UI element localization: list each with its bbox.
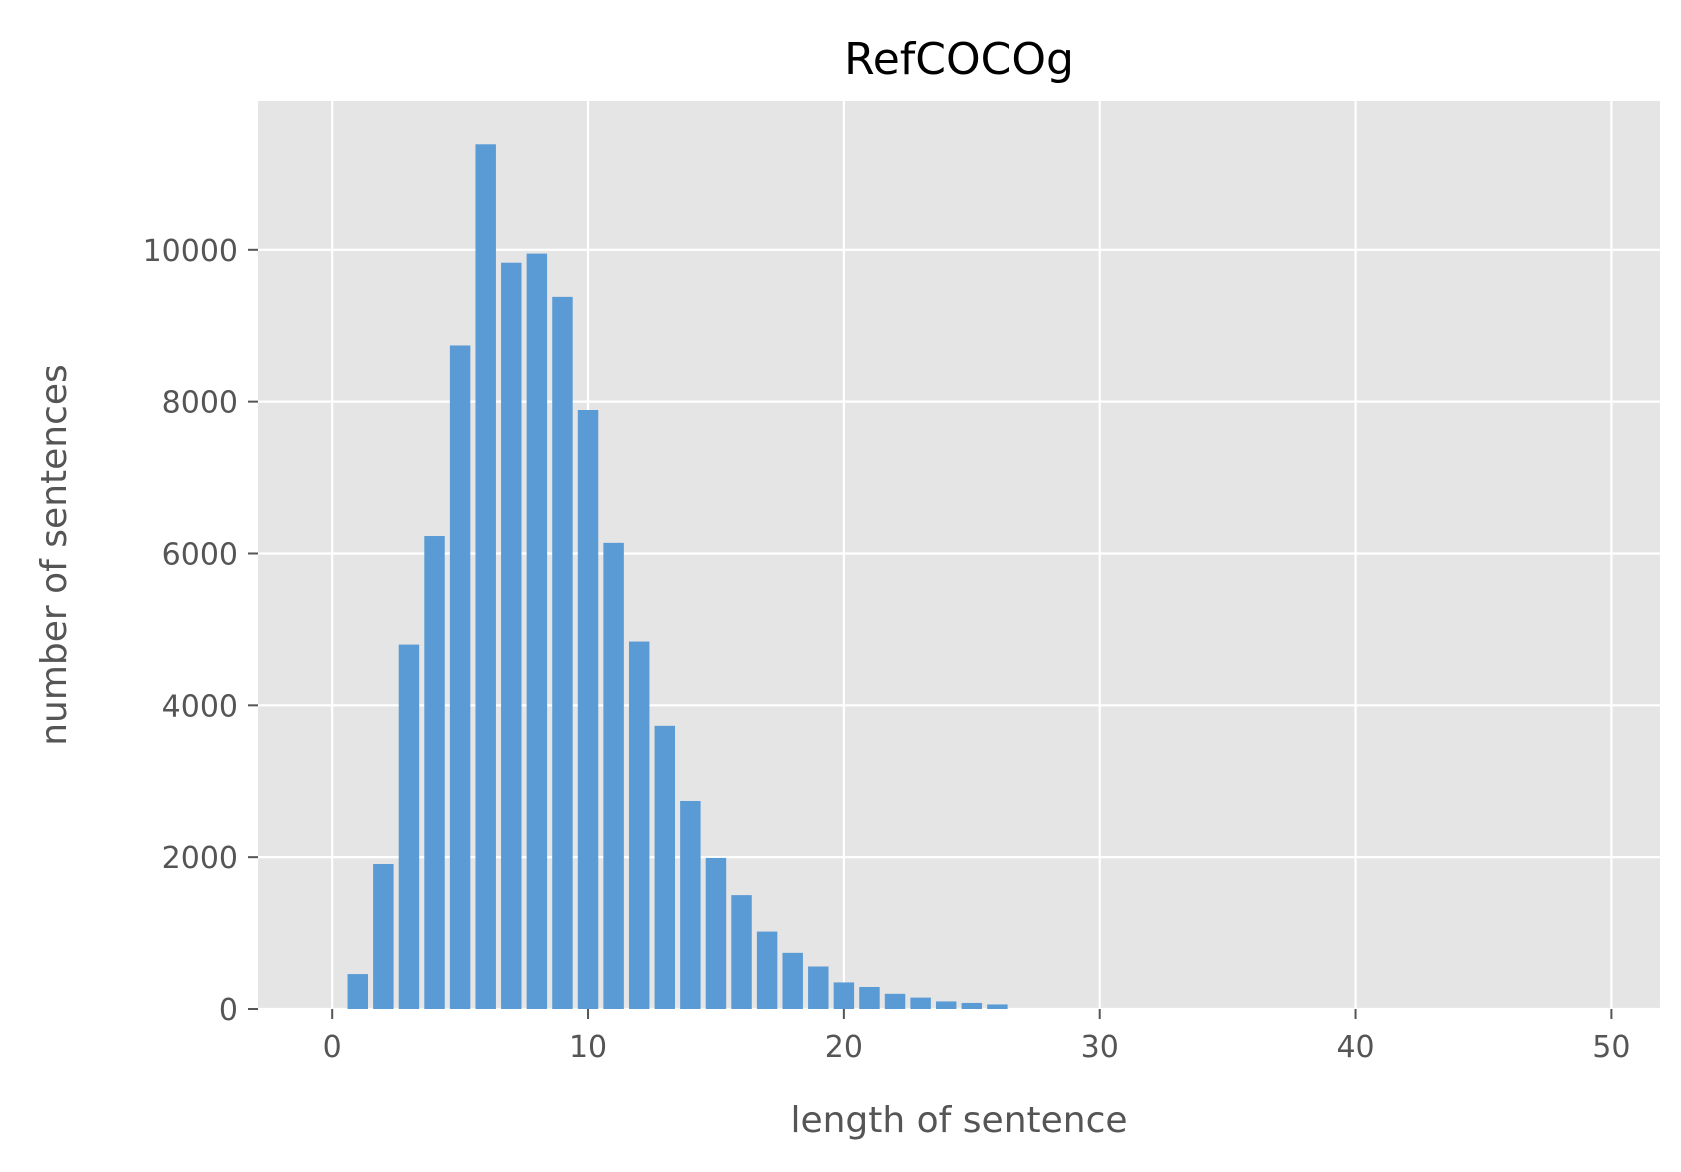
bar-15 [705,857,727,1009]
y-tick-label: 8000 [162,386,238,421]
y-tick-label: 6000 [162,537,238,572]
y-tick-label: 2000 [162,841,238,876]
x-tick-label: 10 [569,1030,607,1065]
bar-16 [731,895,752,1009]
bars [347,144,1008,1010]
bar-10 [577,409,599,1010]
bar-19 [808,966,829,1009]
bar-5 [449,345,471,1009]
bar-24 [935,1001,957,1009]
bar-9 [552,296,573,1009]
bar-21 [859,986,880,1009]
x-tick-label: 50 [1592,1030,1630,1065]
bar-6 [475,144,496,1010]
bar-26 [987,1004,1008,1009]
bar-20 [833,982,855,1009]
x-axis-label: length of sentence [790,1100,1127,1141]
bar-4 [424,536,445,1009]
bar-1 [347,974,369,1009]
bar-13 [654,725,676,1009]
bar-8 [526,253,548,1010]
bar-11 [603,542,624,1009]
bar-17 [756,931,778,1009]
bar-12 [628,641,650,1009]
bar-22 [884,993,906,1009]
bar-14 [680,800,701,1009]
bar-23 [910,997,931,1009]
y-axis-ticks: 0 2000 4000 6000 8000 10000 [143,234,258,1028]
y-tick-label: 10000 [143,234,238,269]
chart-title: RefCOCOg [844,34,1074,85]
bar-25 [961,1002,983,1009]
y-axis-label: number of sentences [34,364,75,746]
bar-3 [398,644,420,1009]
x-tick-label: 20 [825,1030,863,1065]
bar-2 [373,863,394,1009]
bar-7 [501,262,522,1010]
x-tick-label: 30 [1081,1030,1119,1065]
bar-18 [782,952,803,1009]
x-tick-label: 0 [323,1030,342,1065]
x-tick-label: 40 [1336,1030,1374,1065]
y-tick-label: 0 [219,993,238,1028]
x-axis-ticks: 0 10 20 30 40 50 [323,1009,1630,1065]
y-tick-label: 4000 [162,689,238,724]
